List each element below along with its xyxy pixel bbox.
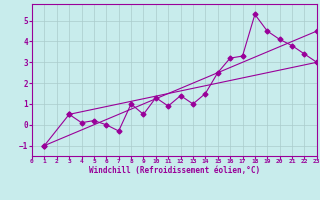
- X-axis label: Windchill (Refroidissement éolien,°C): Windchill (Refroidissement éolien,°C): [89, 166, 260, 175]
